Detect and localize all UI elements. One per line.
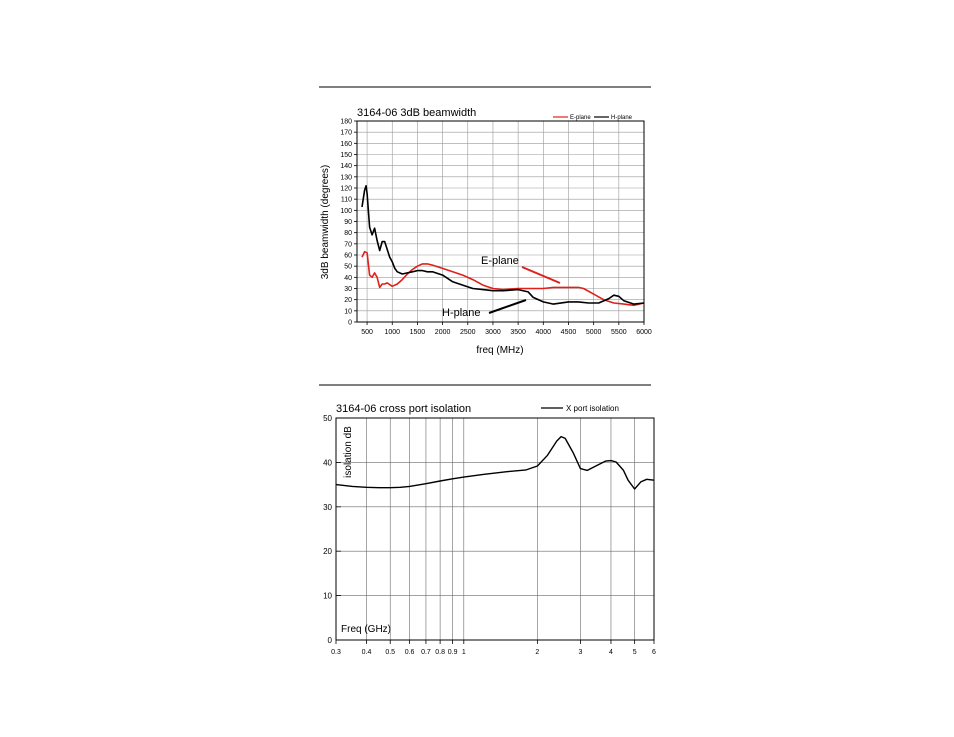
y-tick-label: 30 — [344, 286, 352, 293]
x-tick-label: 5000 — [586, 329, 602, 336]
y-tick-label: 30 — [323, 503, 332, 512]
x-tick-label: 3500 — [510, 329, 526, 336]
x-tick-label: 0.3 — [331, 649, 341, 656]
x-tick-label: 1500 — [410, 329, 426, 336]
x-tick-label: 0.5 — [385, 649, 395, 656]
legend-label-x-port: X port isolation — [566, 404, 619, 413]
isolation-x-axis-label: Freq (GHz) — [341, 624, 391, 635]
x-tick-label: 1000 — [384, 329, 400, 336]
x-tick-label: 2500 — [460, 329, 476, 336]
x-tick-label: 4500 — [561, 329, 577, 336]
beamwidth-legend: E-plane H-plane — [553, 115, 633, 121]
y-tick-label: 20 — [323, 547, 332, 556]
y-tick-label: 40 — [323, 458, 332, 467]
y-tick-label: 90 — [344, 219, 352, 226]
beamwidth-chart-title: 3164-06 3dB beamwidth — [357, 107, 476, 119]
legend-label-e-plane: E-plane — [570, 115, 591, 121]
x-tick-label: 0.6 — [405, 649, 415, 656]
series-line-e-plane — [361, 250, 645, 307]
x-tick-label: 4000 — [536, 329, 552, 336]
beamwidth-plot-frame — [356, 120, 645, 323]
y-tick-label: 70 — [344, 241, 352, 248]
annotation-h-plane-text: H-plane — [442, 307, 481, 319]
y-tick-label: 140 — [340, 163, 352, 170]
x-tick-label: 5500 — [611, 329, 627, 336]
x-tick-label: 2000 — [435, 329, 451, 336]
y-tick-label: 80 — [344, 230, 352, 237]
y-tick-label: 50 — [323, 414, 332, 423]
x-tick-label: 6 — [652, 649, 656, 656]
beamwidth-x-axis-label: freq (MHz) — [476, 345, 523, 356]
x-tick-label: 5 — [633, 649, 637, 656]
series-line-h-plane — [361, 185, 645, 305]
annotation-h-plane-arrow — [488, 299, 527, 314]
isolation-legend: X port isolation — [541, 404, 619, 413]
isolation-gridlines — [335, 417, 655, 641]
x-tick-label: 6000 — [636, 329, 652, 336]
x-tick-label: 3 — [578, 649, 582, 656]
x-tick-label: 0.7 — [421, 649, 431, 656]
isolation-chart: 3164-06 cross port isolation X port isol… — [323, 403, 656, 656]
isolation-plot-frame — [335, 417, 655, 641]
y-tick-label: 120 — [340, 186, 352, 193]
y-tick-label: 0 — [348, 320, 352, 327]
annotation-h-plane: H-plane — [442, 299, 527, 319]
beamwidth-y-axis-label: 3dB beamwidth (degrees) — [320, 165, 331, 280]
beamwidth-x-ticks: 500 1000 1500 2000 2500 3000 3500 4000 4500 5000 5… — [361, 322, 652, 336]
x-tick-label: 2 — [535, 649, 539, 656]
y-tick-label: 10 — [323, 592, 332, 601]
isolation-series — [335, 435, 655, 490]
isolation-y-axis-label: isolation dB — [343, 426, 354, 478]
legend-label-h-plane: H-plane — [611, 115, 633, 121]
y-tick-label: 150 — [340, 152, 352, 159]
x-tick-label: 0.8 — [435, 649, 445, 656]
isolation-y-ticks: 0 10 20 30 40 50 — [323, 414, 341, 645]
y-tick-label: 170 — [340, 130, 352, 137]
y-tick-label: 180 — [340, 119, 352, 126]
y-tick-label: 130 — [340, 174, 352, 181]
y-tick-label: 20 — [344, 297, 352, 304]
beamwidth-series — [361, 185, 645, 307]
y-tick-label: 160 — [340, 141, 352, 148]
y-tick-label: 50 — [344, 264, 352, 271]
isolation-x-ticks: 0.3 0.4 0.5 0.6 0.7 0.8 0.9 1 2 3 4 5 6 — [331, 640, 656, 656]
y-tick-label: 10 — [344, 308, 352, 315]
series-line-x-port-isolation — [335, 435, 655, 490]
x-tick-label: 1 — [462, 649, 466, 656]
y-tick-label: 60 — [344, 253, 352, 260]
annotation-e-plane-text: E-plane — [481, 255, 519, 267]
x-tick-label: 3000 — [485, 329, 501, 336]
isolation-chart-title: 3164-06 cross port isolation — [336, 403, 471, 415]
x-tick-label: 4 — [609, 649, 613, 656]
y-tick-label: 110 — [341, 197, 352, 204]
y-tick-label: 40 — [344, 275, 352, 282]
x-tick-label: 0.9 — [448, 649, 458, 656]
beamwidth-y-ticks: 0 10 20 30 40 50 60 70 80 90 100 110 120 130 140 150 160… — [340, 119, 357, 327]
y-tick-label: 100 — [340, 208, 352, 215]
annotation-e-plane: E-plane — [481, 255, 561, 284]
x-tick-label: 500 — [361, 329, 373, 336]
y-tick-label: 0 — [328, 636, 333, 645]
beamwidth-gridlines — [357, 120, 645, 323]
annotation-e-plane-arrow — [521, 266, 561, 284]
x-tick-label: 0.4 — [362, 649, 372, 656]
beamwidth-chart: 3164-06 3dB beamwidth E-plane H-plane 50… — [320, 107, 652, 356]
